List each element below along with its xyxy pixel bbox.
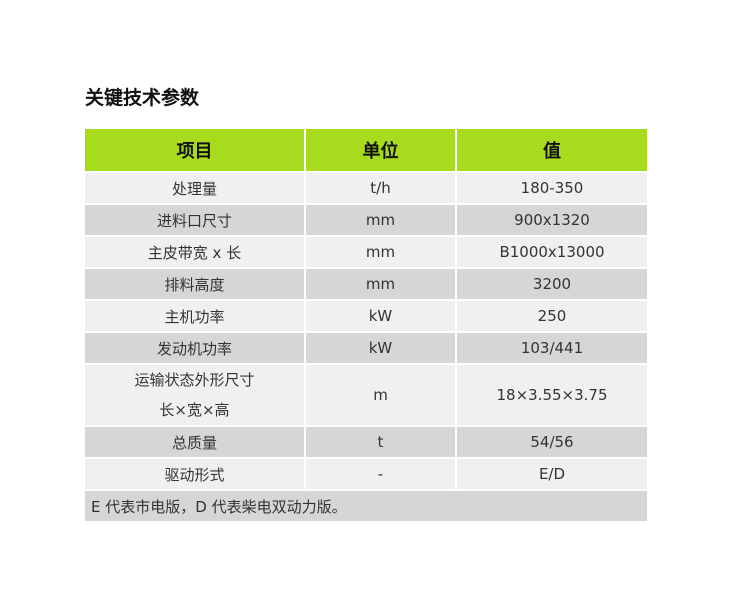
cell-unit: mm <box>304 235 457 269</box>
cell-value: 3200 <box>455 267 647 301</box>
table-row: 进料口尺寸 mm 900x1320 <box>85 203 647 237</box>
table-row: 排料高度 mm 3200 <box>85 267 647 301</box>
table-note: E 代表市电版，D 代表柴电双动力版。 <box>85 489 647 523</box>
table-row: 主机功率 kW 250 <box>85 299 647 333</box>
cell-value: 250 <box>455 299 647 333</box>
header-value: 值 <box>455 129 647 173</box>
cell-item: 进料口尺寸 <box>85 203 306 237</box>
cell-item: 驱动形式 <box>85 457 306 491</box>
table-row: 处理量 t/h 180-350 <box>85 171 647 205</box>
cell-value: E/D <box>455 457 647 491</box>
cell-item: 排料高度 <box>85 267 306 301</box>
cell-item-line2: 长×宽×高 <box>159 401 230 419</box>
cell-value: 54/56 <box>455 425 647 459</box>
cell-unit: t/h <box>304 171 457 205</box>
cell-value: B1000x13000 <box>455 235 647 269</box>
cell-item-line1: 运输状态外形尺寸 <box>134 371 255 389</box>
cell-value: 103/441 <box>455 331 647 365</box>
cell-unit: kW <box>304 299 457 333</box>
table-row: 运输状态外形尺寸 长×宽×高 m 18×3.55×3.75 <box>85 363 647 427</box>
cell-value: 900x1320 <box>455 203 647 237</box>
cell-unit: t <box>304 425 457 459</box>
cell-value: 180-350 <box>455 171 647 205</box>
cell-item: 总质量 <box>85 425 306 459</box>
table-row: 驱动形式 - E/D <box>85 457 647 491</box>
cell-unit: mm <box>304 203 457 237</box>
note-row: E 代表市电版，D 代表柴电双动力版。 <box>85 489 647 523</box>
spec-table: 项目 单位 值 处理量 t/h 180-350 进料口尺寸 mm 900x132… <box>85 129 647 523</box>
cell-value: 18×3.55×3.75 <box>455 363 647 427</box>
cell-item: 发动机功率 <box>85 331 306 365</box>
table-row: 总质量 t 54/56 <box>85 425 647 459</box>
header-item: 项目 <box>85 129 306 173</box>
table-header: 项目 单位 值 <box>85 129 647 173</box>
table-row: 发动机功率 kW 103/441 <box>85 331 647 365</box>
section-title: 关键技术参数 <box>85 87 200 109</box>
cell-unit: kW <box>304 331 457 365</box>
table-row: 主皮带宽 x 长 mm B1000x13000 <box>85 235 647 269</box>
cell-unit: m <box>304 363 457 427</box>
cell-item: 处理量 <box>85 171 306 205</box>
cell-item: 主皮带宽 x 长 <box>85 235 306 269</box>
cell-unit: mm <box>304 267 457 301</box>
cell-item: 主机功率 <box>85 299 306 333</box>
cell-item: 运输状态外形尺寸 长×宽×高 <box>85 363 306 427</box>
cell-unit: - <box>304 457 457 491</box>
header-unit: 单位 <box>304 129 457 173</box>
